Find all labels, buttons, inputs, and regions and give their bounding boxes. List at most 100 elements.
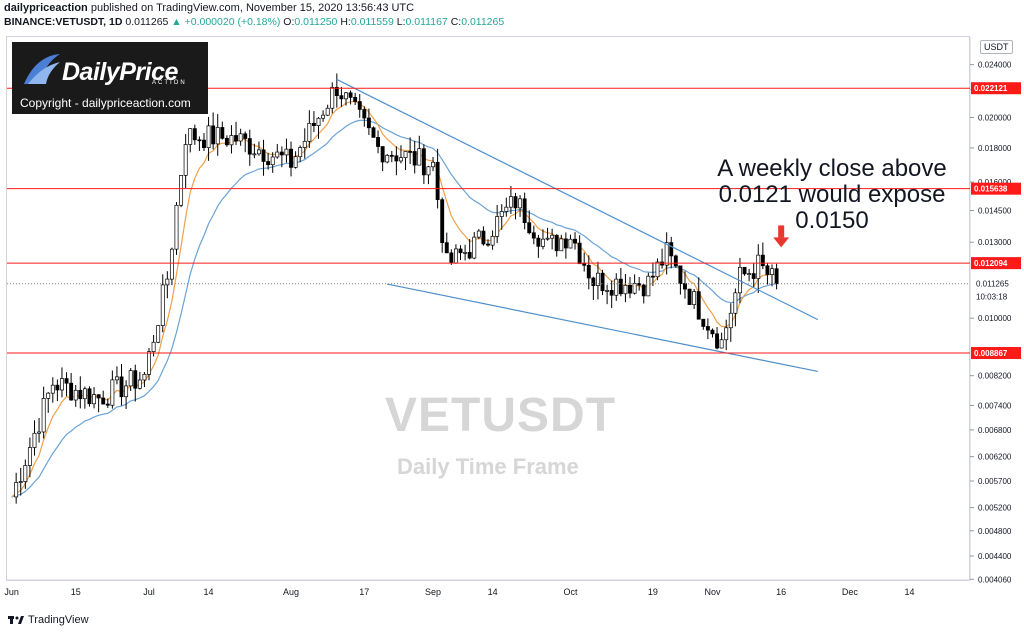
candle-body [683,283,687,290]
y-tick-label: 0.018000 [978,144,1012,153]
candle-body [307,122,312,142]
candle-body [92,394,96,405]
publish-text: published on TradingView.com, November 1… [90,2,415,14]
x-tick-label: 16 [776,587,786,597]
candle-body [114,376,119,381]
candle-body [316,117,321,126]
candle-body [486,243,490,246]
level-tag [971,257,1021,270]
trend-line [387,283,818,373]
candle-body [275,151,280,158]
candle-body [701,318,706,327]
candle-body [192,128,197,141]
level-label: 0.022121 [974,84,1008,93]
candle-body [202,139,206,148]
candle-body [678,265,683,284]
ema-slow-line [11,119,777,498]
candle-body [266,161,271,166]
countdown-label: 10:03:18 [976,293,1008,302]
candle-body [325,107,330,116]
logo-wave-icon [24,54,60,84]
candle-body [692,291,697,305]
x-tick-label: 14 [488,587,498,597]
candle-body [82,388,87,400]
y-tick-label: 0.024000 [978,61,1012,70]
candle-body [279,151,284,156]
candle-body [119,376,124,398]
candle-body [609,290,614,296]
x-tick-label: Dec [842,587,859,597]
candle-body [650,275,655,278]
candle-body [705,326,710,331]
candle-body [618,278,623,295]
candle-body [632,283,637,294]
candle-body [412,151,417,166]
candle-body [156,325,161,343]
candle-body [536,237,541,247]
candle-body [160,284,165,326]
candle-body [440,199,445,244]
x-tick-label: 17 [359,587,369,597]
candle-body [64,378,69,384]
candle-body [18,481,23,483]
candle-body [60,378,64,391]
candle-body [770,268,774,275]
currency-button[interactable]: USDT [980,40,1013,54]
candle-body [600,272,605,292]
candle-body [623,284,628,295]
candle-body [247,138,252,155]
candle-body [664,242,669,266]
candle-body [518,198,523,209]
candle-body [756,254,761,279]
candle-body [458,248,463,254]
change-value: ▲ +0.000020 (+0.18%) [171,16,281,28]
candle-body [380,146,385,163]
tradingview-logo-icon [8,616,24,624]
candle-body [751,273,756,279]
candle-body [614,278,619,296]
open-value: 0.011250 [294,16,338,28]
last-price-label: 0.011265 [976,280,1009,289]
candle-body [591,277,596,286]
candle-body [573,238,577,244]
candle-body [513,196,518,209]
footer-brand[interactable]: TradingView [8,614,89,626]
candle-body [32,432,37,448]
candle-body [554,234,559,252]
candle-body [128,370,133,387]
candle-body [73,389,78,401]
x-tick-label: 19 [648,587,658,597]
y-tick-label: 0.014500 [978,207,1012,216]
candle-body [252,153,257,156]
candle-body [142,374,147,381]
candle-body [586,264,591,279]
y-tick-label: 0.006200 [978,453,1012,462]
candle-body [197,139,202,142]
candle-body [421,148,426,176]
candle-body [399,157,403,162]
candle-body [646,275,651,297]
candle-body [220,127,225,139]
candle-body [302,140,307,148]
level-label: 0.012094 [974,259,1008,268]
candle-body [403,151,408,158]
low-label: L: [396,16,406,28]
candle-body [261,149,266,162]
high-label: H: [340,16,351,28]
candle-body [710,329,715,335]
candle-body [169,248,174,280]
candle-body [55,384,60,391]
candle-body [321,114,326,119]
candle-body [344,92,348,100]
candle-body [550,234,555,239]
candle-body [27,447,32,466]
x-tick-label: Jul [143,587,155,597]
timeframe-watermark: Daily Time Frame [397,454,579,479]
candle-body [774,268,779,285]
candle-body [408,151,413,153]
candle-body [50,384,55,394]
candle-body [522,198,527,223]
candle-body [366,117,371,129]
candle-body [499,211,504,217]
